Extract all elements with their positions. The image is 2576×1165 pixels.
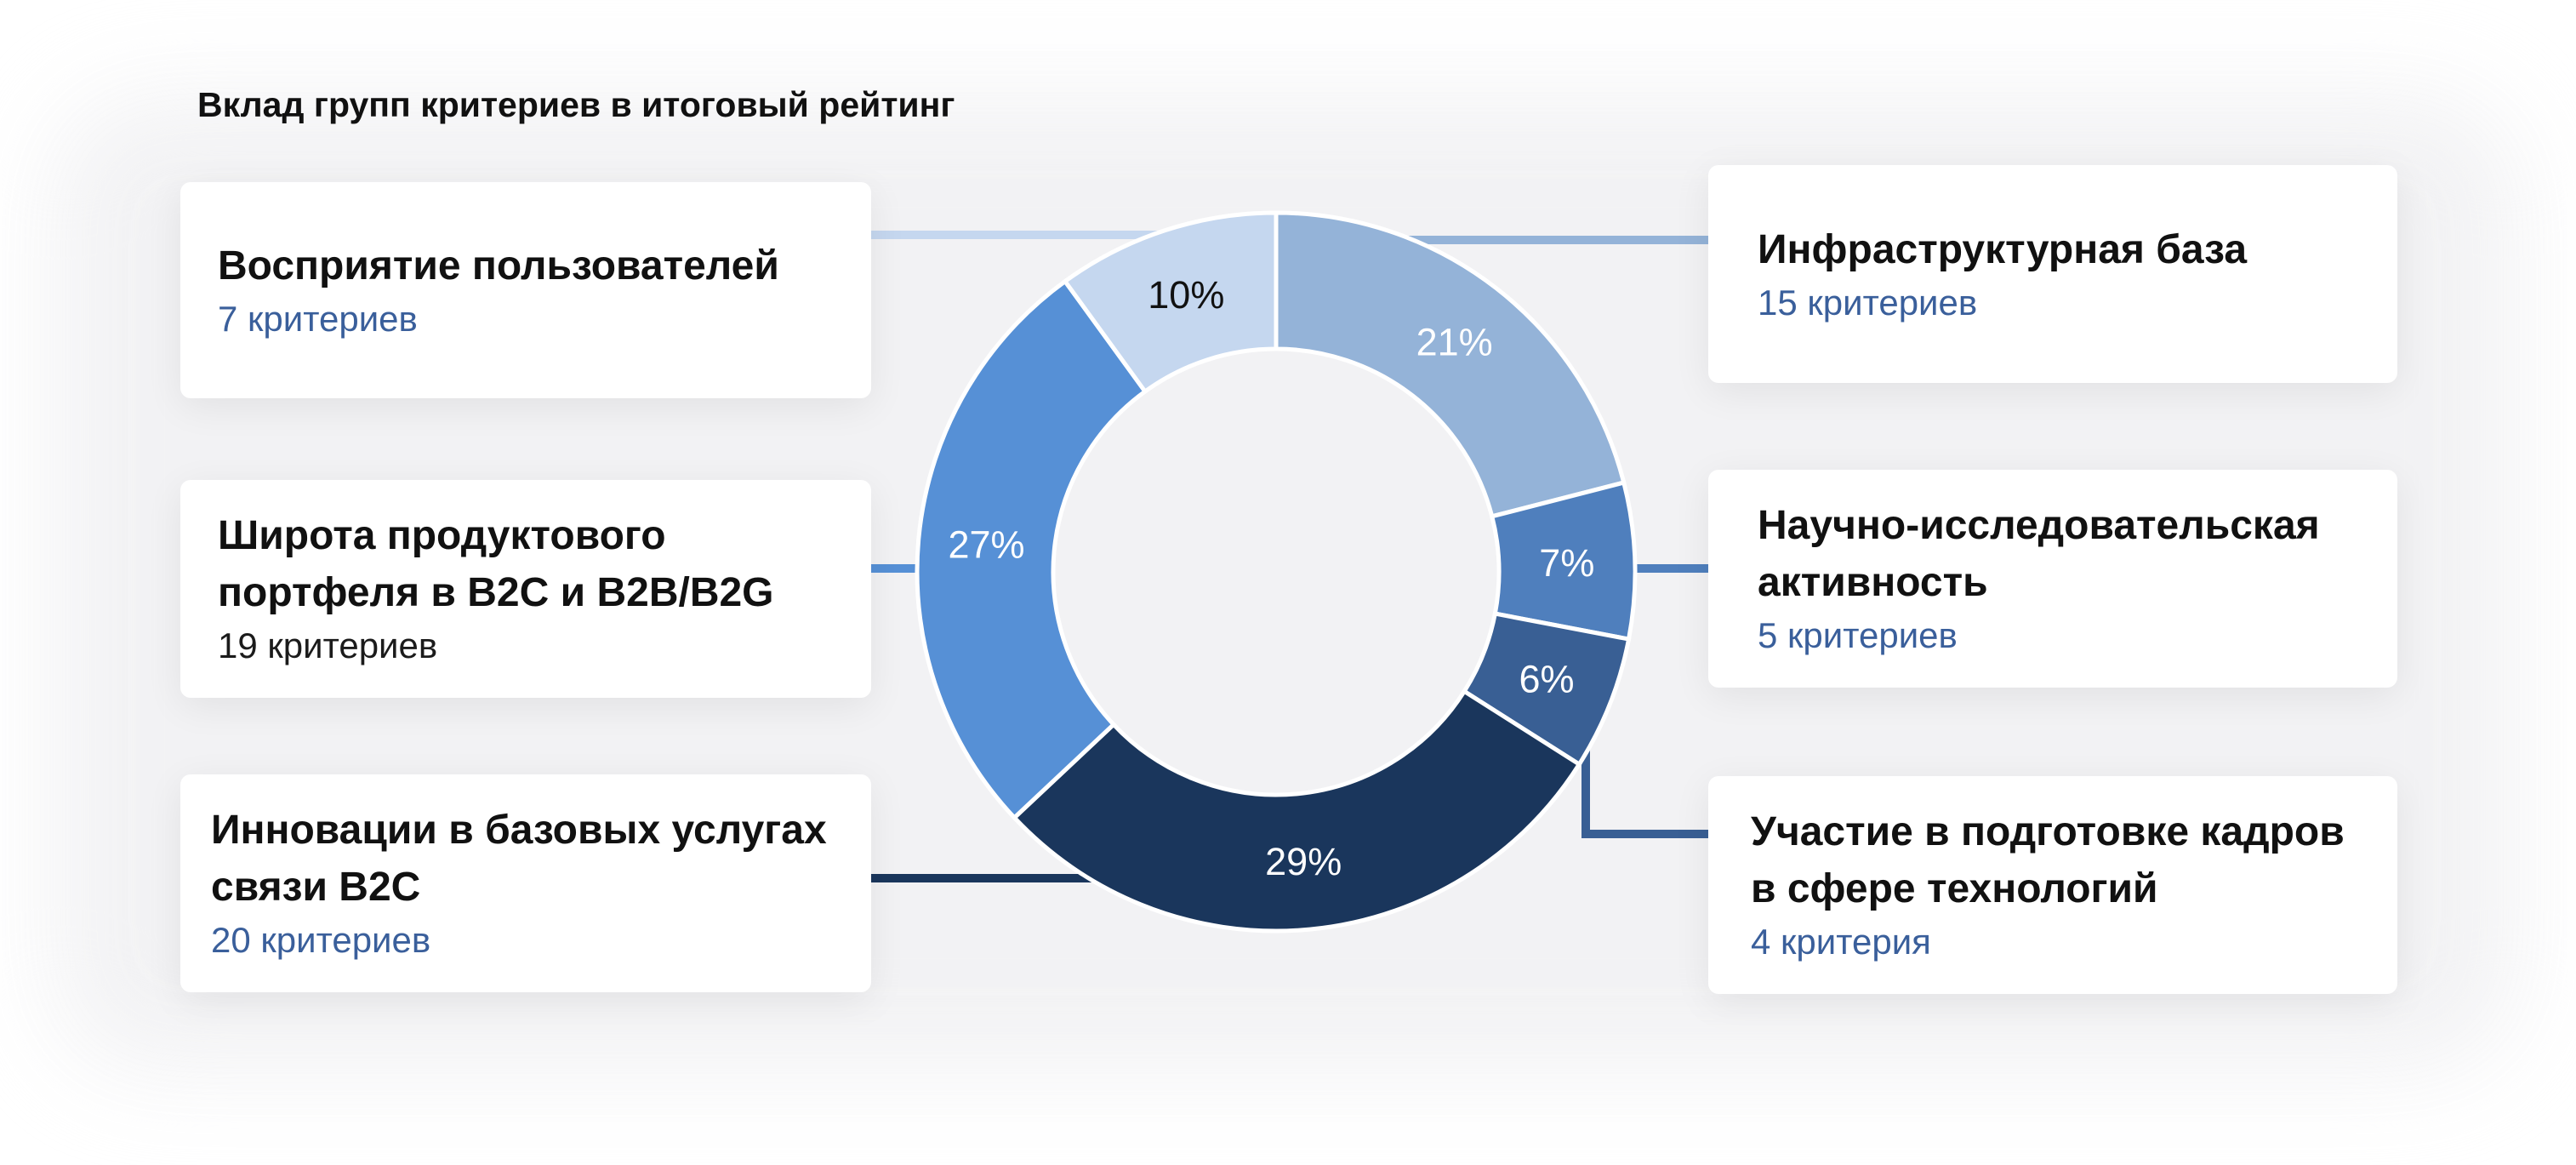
group-title-line-2: связи B2C <box>211 865 421 910</box>
slice-labels: 21% 7% 6% 29% 27% 10% <box>948 273 1594 883</box>
group-title-line-2: в сфере технологий <box>1751 866 2158 911</box>
page-title: Вклад групп критериев в итоговый рейтинг <box>197 85 955 124</box>
slice-label-research: 7% <box>1539 541 1594 585</box>
card-research: Научно-исследовательская активность 5 кр… <box>1708 470 2397 688</box>
slice-label-portfolio: 27% <box>948 523 1024 566</box>
group-title-line-2: активность <box>1758 560 1988 605</box>
group-title-line-1: Научно-исследовательская <box>1758 503 2320 548</box>
donut-slices <box>915 210 1638 934</box>
criteria-count: 7 критериев <box>218 298 418 339</box>
card-portfolio: Широта продуктового портфеля в B2C и B2B… <box>180 480 871 698</box>
group-title-line-1: Инновации в базовых услугах <box>211 808 827 853</box>
slice-portfolio <box>915 278 1148 821</box>
criteria-count: 5 критериев <box>1758 615 1958 655</box>
card-innovation: Инновации в базовых услугах связи B2C 20… <box>180 774 871 992</box>
connector-training <box>1582 749 1708 838</box>
slice-label-training: 6% <box>1519 657 1574 700</box>
card-user-perception: Восприятие пользователей 7 критериев <box>180 182 871 398</box>
group-title-line-2: портфеля в B2C и B2B/B2G <box>218 570 774 615</box>
slice-label-infrastructure: 21% <box>1416 320 1493 363</box>
slice-innovation <box>1011 688 1582 934</box>
slice-label-user_perception: 10% <box>1148 273 1224 317</box>
criteria-count: 19 критериев <box>218 625 438 665</box>
slice-infrastructure <box>1274 210 1627 519</box>
card-infrastructure: Инфраструктурная база 15 критериев <box>1708 165 2397 383</box>
criteria-count: 4 критерия <box>1751 922 1931 962</box>
group-title-line-1: Участие в подготовке кадров <box>1751 809 2345 854</box>
slice-label-innovation: 29% <box>1265 840 1342 883</box>
group-title: Восприятие пользователей <box>218 243 779 288</box>
card-training: Участие в подготовке кадров в сфере техн… <box>1708 776 2397 994</box>
slice-user_perception <box>1062 210 1279 395</box>
group-title-line-1: Широта продуктового <box>218 513 666 558</box>
criteria-count: 15 критериев <box>1758 282 1978 323</box>
criteria-count: 20 критериев <box>211 920 431 960</box>
group-title: Инфраструктурная база <box>1758 226 2248 272</box>
